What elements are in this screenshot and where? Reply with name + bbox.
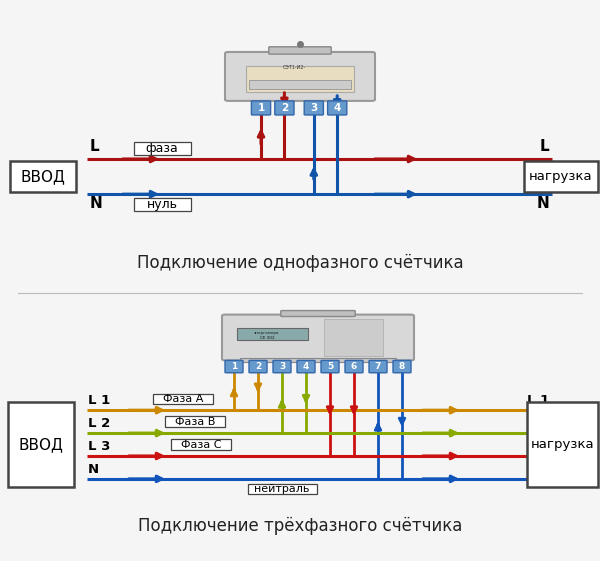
Text: 8: 8	[399, 362, 405, 371]
Text: Подключение трёхфазного счётчика: Подключение трёхфазного счётчика	[138, 517, 462, 535]
Text: L 1: L 1	[88, 394, 110, 407]
FancyBboxPatch shape	[273, 360, 291, 373]
Text: 7: 7	[375, 362, 381, 371]
Text: 4: 4	[334, 103, 341, 113]
Text: 2: 2	[281, 103, 288, 113]
FancyBboxPatch shape	[249, 360, 267, 373]
FancyBboxPatch shape	[324, 319, 383, 356]
FancyBboxPatch shape	[275, 101, 294, 115]
FancyBboxPatch shape	[171, 439, 231, 450]
Text: Фаза А: Фаза А	[163, 394, 203, 404]
Text: нейтраль: нейтраль	[254, 484, 310, 494]
Text: L 2: L 2	[527, 417, 549, 430]
FancyBboxPatch shape	[393, 360, 411, 373]
Text: Фаза В: Фаза В	[175, 417, 215, 427]
FancyBboxPatch shape	[246, 67, 354, 92]
FancyBboxPatch shape	[281, 311, 355, 316]
Text: N: N	[536, 196, 549, 211]
Text: L 3: L 3	[88, 440, 110, 453]
Text: энергомера: энергомера	[254, 332, 280, 335]
FancyBboxPatch shape	[153, 393, 213, 404]
Text: 4: 4	[303, 362, 309, 371]
Text: 2: 2	[255, 362, 261, 371]
FancyBboxPatch shape	[237, 328, 308, 340]
FancyBboxPatch shape	[527, 402, 598, 487]
FancyBboxPatch shape	[269, 47, 331, 54]
FancyBboxPatch shape	[225, 360, 243, 373]
FancyBboxPatch shape	[225, 52, 375, 101]
FancyBboxPatch shape	[10, 162, 76, 192]
FancyBboxPatch shape	[297, 360, 315, 373]
FancyBboxPatch shape	[345, 360, 363, 373]
Text: N: N	[90, 196, 103, 211]
Text: ВВОД: ВВОД	[19, 437, 63, 452]
Text: L 3: L 3	[527, 440, 549, 453]
Text: Подключение однофазного счётчика: Подключение однофазного счётчика	[137, 254, 463, 272]
Text: L 1: L 1	[527, 394, 549, 407]
Text: 6: 6	[351, 362, 357, 371]
FancyBboxPatch shape	[249, 80, 351, 89]
Text: 1: 1	[257, 103, 265, 113]
FancyBboxPatch shape	[248, 484, 317, 494]
FancyBboxPatch shape	[133, 199, 191, 211]
FancyBboxPatch shape	[8, 402, 74, 487]
FancyBboxPatch shape	[251, 101, 271, 115]
Text: 5: 5	[327, 362, 333, 371]
Text: ВВОД: ВВОД	[21, 169, 65, 184]
FancyBboxPatch shape	[133, 142, 191, 155]
Text: СЭТ1-И2-: СЭТ1-И2-	[283, 65, 305, 70]
FancyBboxPatch shape	[165, 416, 225, 427]
Text: 3: 3	[279, 362, 285, 371]
FancyBboxPatch shape	[321, 360, 339, 373]
Text: Фаза С: Фаза С	[181, 440, 221, 450]
Text: L: L	[539, 139, 549, 154]
FancyBboxPatch shape	[240, 358, 396, 362]
Text: нагрузка: нагрузка	[529, 170, 593, 183]
FancyBboxPatch shape	[304, 101, 323, 115]
Text: фаза: фаза	[146, 142, 178, 155]
Text: 1: 1	[231, 362, 237, 371]
Text: N: N	[538, 463, 549, 476]
Text: L: L	[90, 139, 100, 154]
Text: N: N	[88, 463, 100, 476]
FancyBboxPatch shape	[328, 101, 347, 115]
Text: L 2: L 2	[88, 417, 110, 430]
FancyBboxPatch shape	[524, 162, 598, 192]
Text: нагрузка: нагрузка	[531, 438, 595, 451]
Text: 3: 3	[310, 103, 317, 113]
Text: CE 302: CE 302	[260, 336, 274, 340]
FancyBboxPatch shape	[222, 315, 414, 360]
Text: нуль: нуль	[146, 199, 178, 211]
FancyBboxPatch shape	[369, 360, 387, 373]
